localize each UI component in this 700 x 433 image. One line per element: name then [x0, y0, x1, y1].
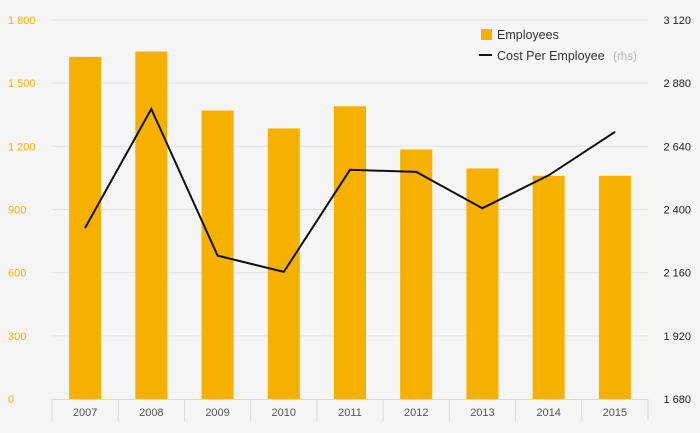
- y-right-tick-label: 1 680: [663, 394, 691, 406]
- legend-swatch-employees: [481, 29, 492, 40]
- bar-employees-2011: [334, 106, 366, 400]
- x-tick-label: 2007: [73, 407, 97, 419]
- point-cost-per-employee-2013: [481, 207, 483, 209]
- y-right-tick-label: 1 920: [663, 331, 691, 343]
- y-left-tick-label: 300: [8, 331, 26, 343]
- employees-bars: [69, 51, 631, 400]
- point-cost-per-employee-2009: [217, 255, 219, 257]
- legend: Employees Cost Per Employee (rhs): [479, 28, 637, 64]
- point-cost-per-employee-2010: [283, 271, 285, 273]
- point-cost-per-employee-2011: [349, 169, 351, 171]
- y-left-tick-label: 900: [8, 205, 26, 217]
- y-right-tick-label: 2 640: [663, 141, 691, 153]
- point-cost-per-employee-2012: [415, 171, 417, 173]
- y-left-tick-label: 600: [8, 268, 26, 280]
- y-left-tick-label: 0: [8, 394, 14, 406]
- legend-label-employees: Employees: [497, 28, 559, 42]
- bar-employees-2010: [267, 128, 300, 400]
- x-tick-label: 2015: [603, 407, 627, 419]
- left-axis: 0 300 600 900 1 200 1 500 1 800: [8, 15, 36, 406]
- bar-employees-2012: [400, 149, 433, 399]
- x-tick-label: 2014: [536, 407, 560, 419]
- legend-label-cost-per-employee: Cost Per Employee (rhs): [497, 47, 637, 64]
- x-tick-label: 2009: [205, 407, 229, 419]
- x-axis: 2007 2008 2009 2010 2011 2012 2013 2014 2015: [51, 399, 649, 421]
- point-cost-per-employee-2014: [548, 174, 550, 176]
- bar-employees-2013: [466, 168, 499, 399]
- y-right-tick-label: 3 120: [663, 15, 691, 27]
- point-cost-per-employee-2008: [150, 108, 152, 110]
- cost-per-employee-line: [84, 106, 616, 274]
- y-right-tick-label: 2 400: [663, 205, 691, 217]
- point-cost-per-employee-2015: [614, 131, 616, 133]
- bar-employees-2014: [532, 175, 565, 399]
- bar-employees-2015: [598, 175, 631, 399]
- y-right-tick-label: 2 160: [663, 268, 691, 280]
- x-tick-label: 2008: [139, 407, 163, 419]
- y-right-tick-label: 2 880: [663, 78, 691, 90]
- x-tick-label: 2013: [470, 407, 494, 419]
- legend-label-cost-per-employee-name: Cost Per Employee: [497, 49, 605, 63]
- x-tick-label: 2010: [272, 407, 296, 419]
- x-tick-label: 2012: [404, 407, 428, 419]
- legend-label-rhs: (rhs): [613, 51, 637, 63]
- y-left-tick-label: 1 800: [8, 15, 36, 27]
- y-left-tick-label: 1 500: [8, 78, 36, 90]
- y-left-tick-label: 1 200: [8, 141, 36, 153]
- right-axis: 1 680 1 920 2 160 2 400 2 640 2 880 3 120: [663, 15, 691, 406]
- bar-employees-2008: [135, 51, 168, 399]
- point-cost-per-employee-2007: [84, 227, 86, 229]
- x-tick-label: 2011: [338, 407, 362, 419]
